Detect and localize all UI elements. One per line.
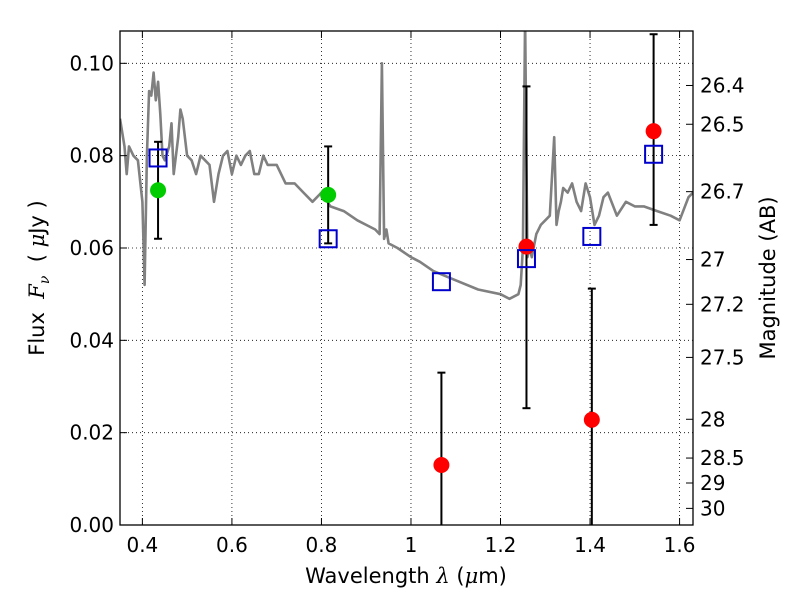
grid-lines [120,31,693,526]
right-tick-label: 26.7 [700,180,745,204]
spectrum-line [120,31,693,301]
right-tick-label: 27 [700,248,725,272]
error-bars [154,33,658,525]
data-markers [148,123,664,473]
observed-point [518,238,535,255]
right-tick-label: 28 [700,407,725,431]
right-tick-label: 26.4 [700,73,745,97]
right-tick-label: 29 [700,471,725,495]
right-tick-label: 26.5 [700,112,745,136]
x-tick-labels: 0.4 0.6 0.8 1 1.2 1.4 1.6 [126,533,695,557]
model-point [582,226,602,246]
right-tick-label: 27.2 [700,292,745,316]
observed-point [645,123,662,140]
model-point [318,229,338,249]
x-tick-label: 1.6 [664,533,696,557]
model-point [644,144,664,164]
right-tick-label: 27.5 [700,345,745,369]
x-tick-label: 1 [405,533,418,557]
x-tick-label: 0.4 [126,533,158,557]
model-point [431,272,451,292]
spectrum-series [120,31,693,301]
x-tick-label: 1.2 [485,533,517,557]
observed-point [320,186,337,203]
right-tick-label: 30 [700,496,725,520]
y-tick-label: 0.10 [69,51,114,75]
y-tick-label: 0.00 [69,513,114,537]
observed-point [433,456,450,473]
x-tick-label: 1.4 [574,533,606,557]
x-tick-label: 0.6 [216,533,248,557]
model-point [148,148,168,168]
y-tick-label: 0.06 [69,236,114,260]
model-point [516,249,536,269]
y-axis-title: Flux Fν ( μJy ) [25,200,53,355]
y-tick-label: 0.08 [69,144,114,168]
y-tick-label: 0.02 [69,421,114,445]
right-tick-label: 28.5 [700,446,745,470]
y-tick-labels: 0.00 0.02 0.04 0.06 0.08 0.10 [69,51,114,537]
observed-point [150,182,167,199]
observed-point [583,411,600,428]
axis-ticks [120,31,693,526]
plot-frame [119,30,694,526]
right-axis-title: Magnitude (AB) [756,196,780,359]
x-axis-title: Wavelength λ (μm) [305,564,507,588]
x-tick-label: 0.8 [306,533,338,557]
y-tick-label: 0.04 [69,328,114,352]
